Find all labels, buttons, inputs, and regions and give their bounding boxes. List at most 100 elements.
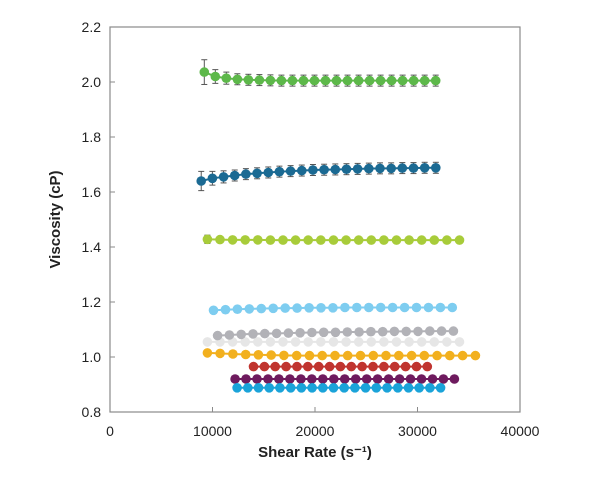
series-10 bbox=[232, 383, 446, 393]
data-point bbox=[400, 361, 411, 372]
data-point bbox=[252, 374, 262, 384]
data-point bbox=[350, 374, 361, 384]
series-layer bbox=[196, 59, 481, 393]
data-point bbox=[330, 327, 341, 338]
data-point bbox=[285, 166, 296, 176]
data-point bbox=[364, 163, 374, 174]
data-point bbox=[391, 337, 402, 347]
data-point bbox=[429, 337, 440, 347]
data-point bbox=[303, 235, 314, 245]
data-point bbox=[397, 75, 408, 86]
data-point bbox=[248, 329, 258, 339]
data-point bbox=[445, 350, 455, 361]
data-point bbox=[364, 302, 374, 313]
data-point bbox=[375, 163, 385, 174]
data-point bbox=[303, 361, 313, 372]
data-point bbox=[328, 235, 339, 245]
data-point bbox=[320, 75, 331, 86]
data-point bbox=[230, 374, 240, 384]
data-point bbox=[449, 374, 460, 384]
data-point bbox=[431, 163, 441, 173]
data-point bbox=[328, 383, 339, 393]
data-point bbox=[253, 383, 264, 393]
data-point bbox=[331, 75, 342, 86]
data-point bbox=[283, 328, 294, 338]
data-point bbox=[350, 383, 360, 393]
data-point bbox=[416, 374, 427, 384]
data-point bbox=[352, 164, 363, 174]
data-point bbox=[386, 75, 397, 86]
y-tick-label: 1.4 bbox=[82, 239, 102, 255]
data-point bbox=[379, 337, 389, 347]
data-point bbox=[414, 383, 425, 393]
data-point bbox=[292, 303, 302, 313]
data-point bbox=[240, 235, 250, 245]
y-tick-label: 0.8 bbox=[82, 404, 102, 420]
data-point bbox=[394, 374, 405, 384]
data-point bbox=[220, 304, 231, 315]
data-point bbox=[243, 75, 254, 85]
data-point bbox=[354, 327, 364, 337]
data-point bbox=[377, 326, 388, 337]
data-point bbox=[308, 165, 318, 175]
data-point bbox=[346, 361, 357, 372]
data-point bbox=[372, 374, 383, 384]
data-point bbox=[303, 337, 314, 347]
data-point bbox=[265, 235, 276, 245]
data-point bbox=[368, 350, 379, 361]
data-point bbox=[383, 374, 394, 384]
data-point bbox=[304, 303, 314, 313]
data-point bbox=[422, 361, 433, 372]
data-point bbox=[405, 374, 416, 384]
data-point bbox=[243, 383, 253, 393]
data-point bbox=[263, 374, 273, 384]
data-point bbox=[423, 302, 434, 313]
data-point bbox=[199, 67, 210, 77]
data-point bbox=[268, 303, 279, 314]
data-point bbox=[266, 350, 277, 360]
data-point bbox=[454, 337, 465, 347]
data-point bbox=[442, 235, 452, 245]
x-tick-label: 20000 bbox=[296, 423, 335, 439]
data-point bbox=[256, 303, 267, 314]
data-point bbox=[425, 383, 435, 393]
data-point bbox=[275, 383, 285, 393]
data-point bbox=[278, 337, 288, 347]
data-point bbox=[411, 302, 422, 313]
x-tick-label: 40000 bbox=[501, 423, 540, 439]
data-point bbox=[353, 235, 364, 245]
data-point bbox=[285, 383, 296, 393]
data-point bbox=[317, 350, 328, 361]
data-point bbox=[411, 361, 422, 372]
data-point bbox=[232, 304, 243, 315]
data-point bbox=[382, 383, 392, 393]
data-point bbox=[339, 374, 350, 384]
series-5 bbox=[202, 337, 465, 347]
data-point bbox=[313, 361, 324, 372]
data-point bbox=[316, 235, 326, 245]
data-point bbox=[364, 75, 375, 86]
data-point bbox=[368, 361, 378, 372]
data-point bbox=[290, 337, 301, 347]
data-point bbox=[341, 337, 351, 347]
data-point bbox=[221, 73, 232, 83]
data-point bbox=[196, 176, 206, 186]
data-point bbox=[292, 361, 302, 372]
data-point bbox=[307, 383, 317, 393]
data-point bbox=[381, 350, 391, 361]
data-point bbox=[366, 235, 377, 245]
series-line bbox=[207, 351, 476, 357]
series-9 bbox=[230, 374, 460, 384]
data-point bbox=[404, 337, 414, 347]
data-point bbox=[419, 75, 430, 86]
data-point bbox=[244, 304, 255, 314]
data-point bbox=[202, 337, 213, 347]
data-point bbox=[442, 337, 452, 347]
data-point bbox=[419, 350, 430, 361]
data-point bbox=[298, 75, 309, 86]
data-point bbox=[274, 166, 285, 177]
data-point bbox=[318, 327, 329, 338]
data-point bbox=[353, 75, 364, 86]
data-point bbox=[279, 350, 289, 361]
data-point bbox=[404, 235, 414, 245]
